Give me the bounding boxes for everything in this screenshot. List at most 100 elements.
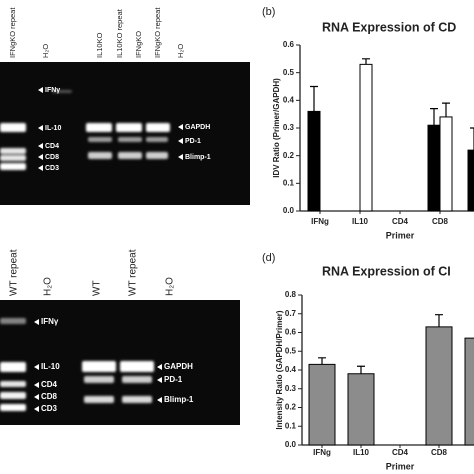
band-label: GAPDH: [164, 362, 193, 371]
gel-band: [52, 90, 72, 93]
lane-label: IFNgKO: [134, 31, 143, 58]
lane-label: H₂O: [176, 44, 185, 58]
error-bar: [442, 102, 450, 117]
x-axis-label: Primer: [386, 230, 415, 240]
gel-band: [88, 137, 112, 142]
error-bar: [435, 314, 443, 327]
x-tick-label: CD8: [432, 217, 449, 226]
bar: [347, 373, 375, 446]
y-tick-label: 0.6: [285, 328, 297, 337]
y-tick-label: 0.0: [283, 206, 295, 215]
gel-band: [0, 362, 26, 372]
gel-band: [0, 318, 26, 324]
lane-label: H₂O: [43, 277, 54, 296]
error-bar: [362, 58, 370, 65]
band-arrow: [38, 125, 43, 131]
lane-label: WT: [92, 280, 103, 296]
error-bar: [318, 357, 326, 365]
x-tick-label: IFNg: [311, 217, 329, 226]
gel-band: [118, 152, 142, 159]
y-tick-label: 0.5: [283, 68, 295, 77]
band-label: IFNγ: [45, 87, 60, 94]
y-tick-label: 0.1: [283, 178, 295, 187]
band-arrow: [38, 87, 43, 93]
band-arrow: [34, 406, 39, 412]
gel-band: [0, 392, 26, 399]
lane-label: WT repeat: [9, 249, 20, 296]
gel-band: [86, 123, 112, 132]
band-label: IL-10: [41, 362, 60, 371]
panel-label: (b): [262, 6, 275, 18]
bar: [308, 363, 336, 446]
y-tick-label: 0.7: [285, 309, 297, 318]
band-arrow: [157, 364, 162, 370]
gel-band: [84, 396, 114, 403]
y-tick-label: 0.4: [283, 95, 295, 104]
gel-band: [82, 361, 116, 372]
band-label: CD3: [41, 404, 58, 413]
band-arrow: [34, 364, 39, 370]
bar: [439, 116, 453, 212]
y-tick-label: 0.8: [285, 290, 297, 299]
gel-band: [122, 396, 152, 403]
band-label: GAPDH: [185, 124, 210, 131]
band-arrow: [38, 143, 43, 149]
band-arrow: [157, 377, 162, 383]
band-label: CD8: [41, 392, 58, 401]
x-tick-label: CD8: [431, 448, 448, 457]
bar: [427, 124, 441, 212]
gel-band: [0, 155, 26, 161]
band-arrow: [178, 124, 183, 130]
lane-label: IFNgKO repeat: [153, 7, 162, 58]
band-label: IL-10: [45, 125, 61, 132]
band-label: CD8: [45, 154, 59, 161]
gel-bands: [0, 90, 170, 411]
y-tick-label: 0.2: [285, 403, 297, 412]
band-label: PD-1: [164, 375, 183, 384]
y-tick-label: 0.3: [283, 123, 295, 132]
gel-band: [122, 376, 152, 383]
bar: [425, 326, 453, 446]
band-arrow: [178, 138, 183, 144]
y-tick-label: 0.3: [285, 384, 297, 393]
band-label: IFNγ: [41, 317, 59, 326]
gel-band: [0, 163, 26, 170]
gel-band: [0, 404, 26, 411]
error-bar: [310, 85, 318, 112]
bar: [464, 337, 474, 446]
gel-band: [88, 152, 112, 159]
band-arrow: [34, 382, 39, 388]
panel-label: (d): [262, 252, 275, 264]
band-arrow: [38, 165, 43, 171]
y-axis-label: IDV Ratio (Primer/GAPDH): [272, 78, 281, 178]
x-axis-label: Primer: [386, 461, 415, 471]
lane-label: H₂O: [165, 277, 176, 296]
x-tick-label: CD4: [392, 217, 409, 226]
bar: [467, 149, 474, 212]
gel-band: [118, 137, 142, 142]
y-tick-label: 0.0: [285, 440, 297, 449]
gel-band: [146, 137, 168, 142]
gel-band: [116, 123, 142, 132]
lane-label: IFNgKO repeat: [8, 7, 17, 58]
y-tick-label: 0.5: [285, 346, 297, 355]
error-bar: [430, 108, 438, 126]
lane-label: IL10KO: [95, 32, 104, 58]
band-arrow: [34, 394, 39, 400]
gel-band: [84, 376, 114, 383]
error-bar: [357, 365, 365, 374]
band-label: CD4: [45, 143, 59, 150]
y-axis-label: Intensity Ratio (GAPDH/Primer): [275, 310, 284, 429]
band-arrow: [38, 154, 43, 160]
band-label: Blimp-1: [185, 154, 211, 161]
band-label: Blimp-1: [164, 395, 194, 404]
lane-label: IL10KO repeat: [115, 8, 124, 58]
lane-label: H₂O: [41, 44, 50, 58]
band-label: CD3: [45, 165, 59, 172]
lane-label: WT repeat: [128, 249, 139, 296]
y-tick-label: 0.4: [285, 365, 297, 374]
x-tick-label: IL10: [352, 217, 369, 226]
bar: [307, 110, 321, 212]
chart-title: RNA Expression of CD: [322, 20, 456, 34]
